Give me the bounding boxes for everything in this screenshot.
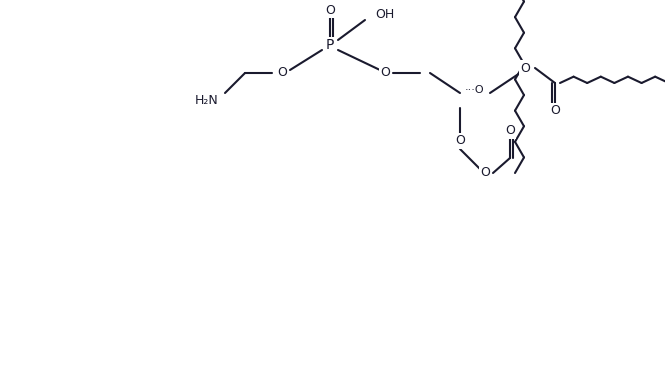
Text: H₂N: H₂N — [194, 93, 218, 107]
Text: P: P — [326, 38, 334, 52]
Text: O: O — [380, 67, 390, 79]
Text: O: O — [480, 167, 490, 179]
Text: O: O — [520, 61, 530, 75]
Text: OH: OH — [375, 8, 394, 22]
Text: O: O — [325, 4, 335, 16]
Text: ···O: ···O — [465, 85, 485, 95]
Text: O: O — [550, 105, 560, 117]
Text: O: O — [505, 124, 515, 138]
Text: O: O — [277, 67, 287, 79]
Text: O: O — [455, 134, 465, 147]
